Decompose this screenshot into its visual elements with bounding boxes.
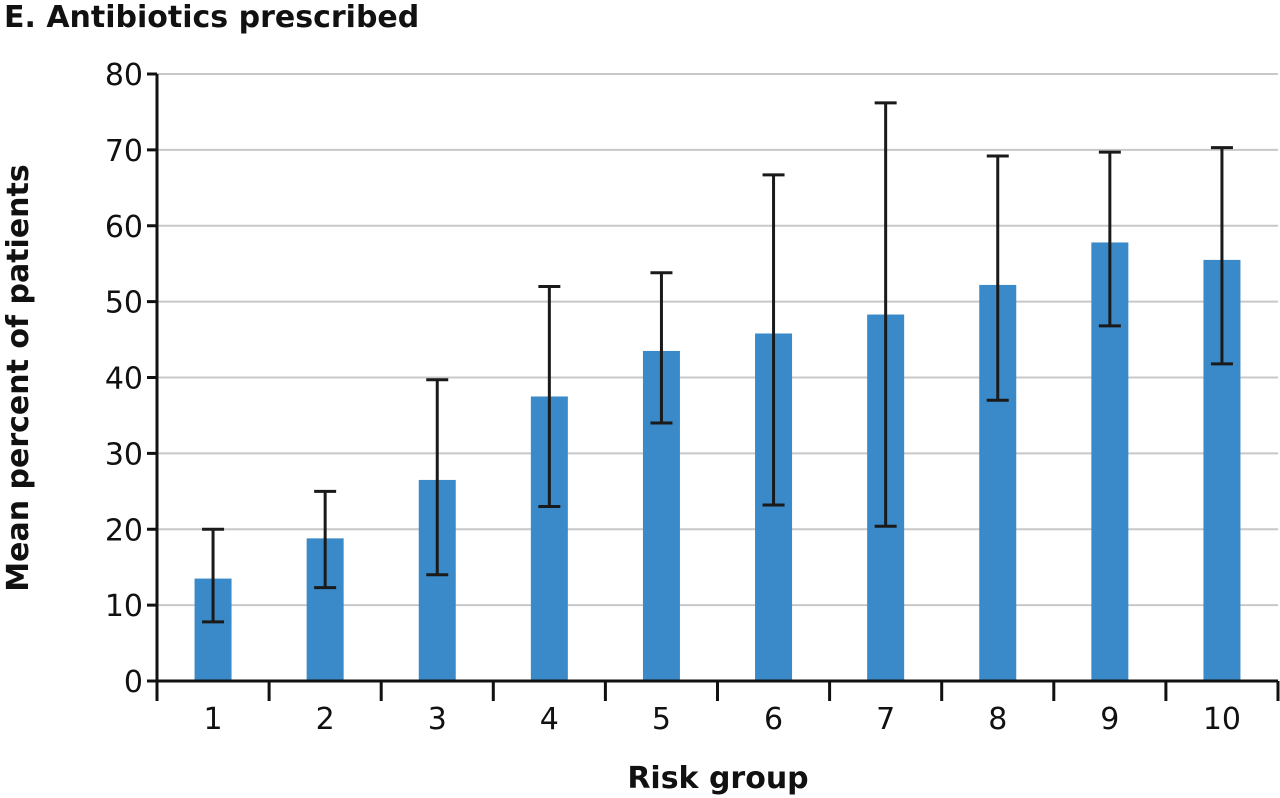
x-tick-label: 6 — [764, 702, 783, 737]
y-tick-labels: 0 10 20 30 40 50 60 70 80 — [105, 58, 143, 700]
x-tick-label: 9 — [1100, 702, 1119, 737]
error-bar-risk-group-10 — [1210, 146, 1233, 366]
y-tick-label: 40 — [105, 362, 143, 397]
y-tick-label: 70 — [105, 134, 143, 169]
x-tick-label: 4 — [540, 702, 559, 737]
y-axis-title: Mean percent of patients — [1, 164, 36, 592]
x-tick-label: 8 — [988, 702, 1007, 737]
error-bar-risk-group-1 — [202, 527, 225, 624]
error-bar-risk-group-9 — [1098, 150, 1121, 328]
chart-title: E. Antibiotics prescribed — [4, 0, 419, 35]
y-tick-label: 20 — [105, 513, 143, 548]
x-tick-label: 3 — [428, 702, 447, 737]
error-bar-risk-group-4 — [538, 284, 561, 508]
bars — [194, 242, 1241, 681]
error-bar-risk-group-3 — [426, 378, 449, 577]
x-tick-labels: 1 2 3 4 5 6 7 8 9 10 — [204, 702, 1242, 737]
error-bar-risk-group-8 — [986, 154, 1009, 402]
x-tick-label: 2 — [316, 702, 335, 737]
y-tick-label: 30 — [105, 437, 143, 472]
error-bar-risk-group-7 — [874, 101, 897, 528]
axes — [147, 72, 1280, 701]
x-axis-title: Risk group — [627, 761, 808, 796]
error-bar-risk-group-6 — [762, 173, 785, 507]
x-tick-label: 5 — [652, 702, 671, 737]
y-tick-label: 80 — [105, 58, 143, 93]
error-bar-risk-group-5 — [650, 271, 673, 425]
gridlines — [157, 73, 1278, 607]
x-tick-label: 10 — [1203, 702, 1241, 737]
y-tick-label: 10 — [105, 589, 143, 624]
error-bars — [202, 101, 1233, 624]
y-tick-label: 60 — [105, 210, 143, 245]
y-tick-label: 0 — [124, 665, 143, 700]
y-tick-label: 50 — [105, 286, 143, 321]
x-tick-label: 7 — [876, 702, 895, 737]
x-tick-label: 1 — [204, 702, 223, 737]
error-bar-risk-group-2 — [314, 489, 337, 590]
